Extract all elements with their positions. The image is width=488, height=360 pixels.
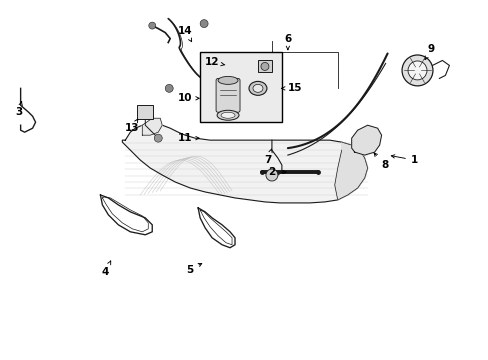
Text: 14: 14 <box>178 26 192 42</box>
Text: 5: 5 <box>186 264 202 275</box>
Polygon shape <box>351 125 381 155</box>
Text: 9: 9 <box>424 44 434 60</box>
Text: 15: 15 <box>281 84 302 93</box>
Circle shape <box>265 169 277 181</box>
Polygon shape <box>100 195 152 235</box>
Polygon shape <box>122 124 367 203</box>
Text: 10: 10 <box>178 93 199 103</box>
Text: 1: 1 <box>390 155 417 165</box>
Text: 13: 13 <box>125 119 139 133</box>
Text: 6: 6 <box>284 33 291 50</box>
Polygon shape <box>142 118 162 135</box>
Text: 7: 7 <box>264 149 271 165</box>
Ellipse shape <box>221 112 235 118</box>
Text: 8: 8 <box>373 153 387 170</box>
Text: 3: 3 <box>15 102 22 117</box>
Circle shape <box>200 20 208 28</box>
Circle shape <box>154 134 162 142</box>
Circle shape <box>407 61 426 80</box>
Ellipse shape <box>217 110 239 120</box>
Ellipse shape <box>252 84 263 92</box>
Text: 11: 11 <box>178 133 199 143</box>
Polygon shape <box>334 142 367 200</box>
Text: 2: 2 <box>268 167 285 177</box>
FancyBboxPatch shape <box>216 78 240 112</box>
Ellipse shape <box>248 81 266 95</box>
Text: 4: 4 <box>102 261 110 276</box>
Circle shape <box>148 22 156 29</box>
Bar <box>258 60 271 72</box>
Circle shape <box>401 55 432 86</box>
Text: 12: 12 <box>204 58 224 67</box>
Polygon shape <box>198 208 235 248</box>
Circle shape <box>165 84 173 92</box>
FancyBboxPatch shape <box>137 105 153 119</box>
FancyBboxPatch shape <box>200 53 281 122</box>
Ellipse shape <box>218 76 238 84</box>
Circle shape <box>261 62 268 71</box>
